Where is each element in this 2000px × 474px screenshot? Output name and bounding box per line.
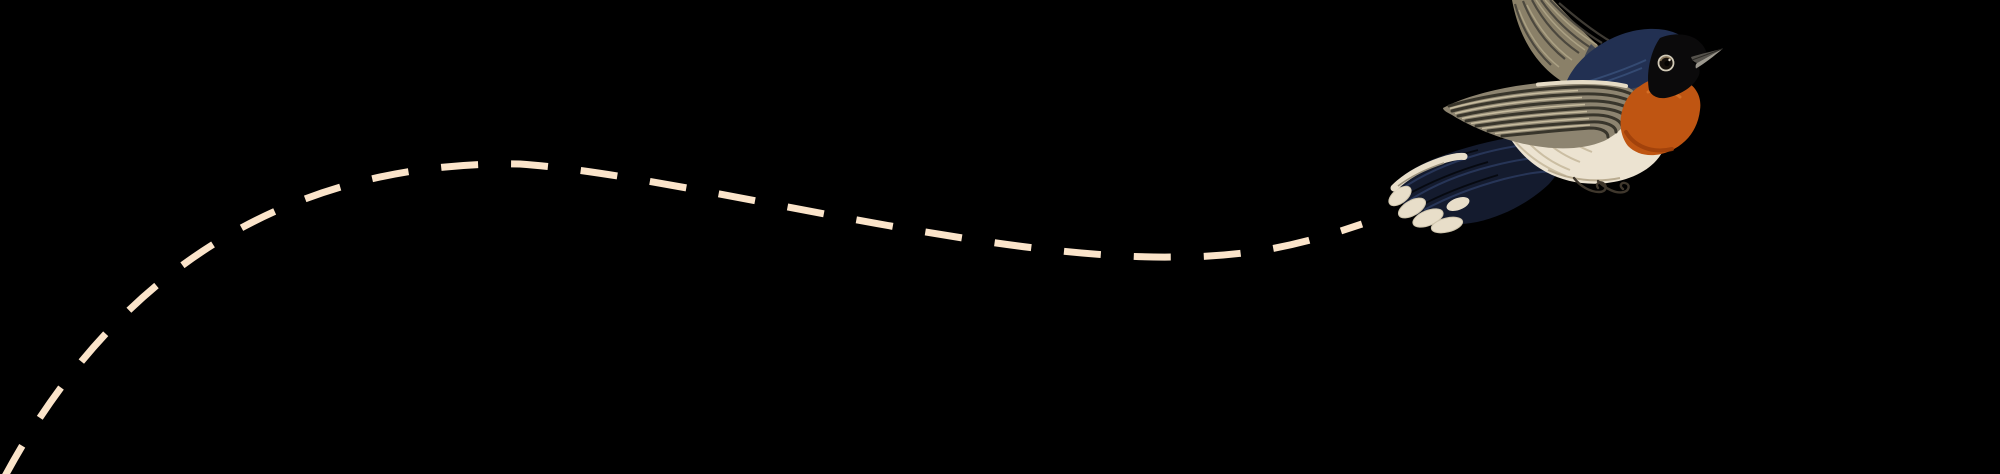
wing-stripe	[1464, 106, 1630, 123]
bird-near-wing	[1443, 80, 1638, 149]
eye-iris-arc	[1659, 56, 1672, 62]
wing-stripe-light	[1494, 124, 1591, 135]
far-wing-stripe	[1558, 2, 1614, 44]
wing-stripe	[1500, 126, 1610, 139]
swallow-bird-illustration	[1388, 0, 1723, 234]
near-wing-stripes-light	[1449, 89, 1591, 135]
tail-white-tips	[1388, 185, 1470, 234]
wing-stripe-light	[1461, 103, 1586, 120]
bird-tail	[1388, 134, 1564, 234]
beak-gape-line	[1691, 48, 1723, 61]
bird-eye	[1657, 54, 1675, 72]
far-wing-stripe	[1521, 0, 1566, 60]
far-wing-stripe	[1531, 0, 1580, 54]
belly-edge-shade	[1547, 169, 1621, 182]
near-wing-stripes-dark	[1447, 85, 1636, 139]
bird-face-mask	[1648, 34, 1707, 99]
wing-stripe-light	[1470, 110, 1588, 125]
wing-stripe-light	[1449, 89, 1579, 110]
far-wing-stripe	[1513, 3, 1552, 66]
far-wing-feather-lines-light	[1518, 0, 1598, 68]
beak-lower-mandible	[1695, 48, 1723, 69]
tail-base	[1392, 134, 1564, 225]
wing-stripe	[1474, 113, 1624, 128]
tail-sheen	[1423, 170, 1553, 211]
far-wing-stripe	[1549, 0, 1603, 44]
bird-foot-right	[1596, 179, 1630, 194]
breast-shadow-arc	[1624, 130, 1674, 153]
tail-tip-feather	[1430, 216, 1464, 234]
tail-tip-feather	[1397, 197, 1427, 219]
far-wing-feather-lines-dark	[1513, 0, 1614, 66]
wing-stripe	[1456, 99, 1634, 118]
far-wing-stripe-light	[1526, 4, 1573, 61]
bird-feet	[1572, 176, 1630, 194]
eye-highlight	[1668, 58, 1671, 62]
wing-stripe	[1486, 120, 1618, 134]
eye-pupil	[1664, 60, 1670, 67]
beak-upper-mandible	[1691, 48, 1723, 63]
wing-stripe-light	[1481, 117, 1590, 130]
tail-top-edge-speckle	[1397, 162, 1445, 187]
wing-stripe	[1450, 92, 1636, 113]
bird-beak	[1691, 48, 1723, 69]
tail-tip-feather	[1412, 208, 1444, 228]
far-wing-stripe-light	[1544, 0, 1598, 46]
far-wing-stripe	[1540, 0, 1592, 49]
near-wing-top-highlight	[1536, 80, 1628, 88]
far-wing-stripe-light	[1535, 0, 1586, 51]
tail-feather-line	[1404, 161, 1489, 197]
tail-top-white-edge	[1390, 152, 1468, 192]
flight-path-dashed-line	[2, 160, 1364, 474]
wing-stripe	[1447, 85, 1635, 108]
far-wing-stripe-light	[1518, 9, 1560, 68]
wing-stripe-light	[1454, 96, 1583, 115]
tail-tip-feather	[1446, 197, 1470, 211]
